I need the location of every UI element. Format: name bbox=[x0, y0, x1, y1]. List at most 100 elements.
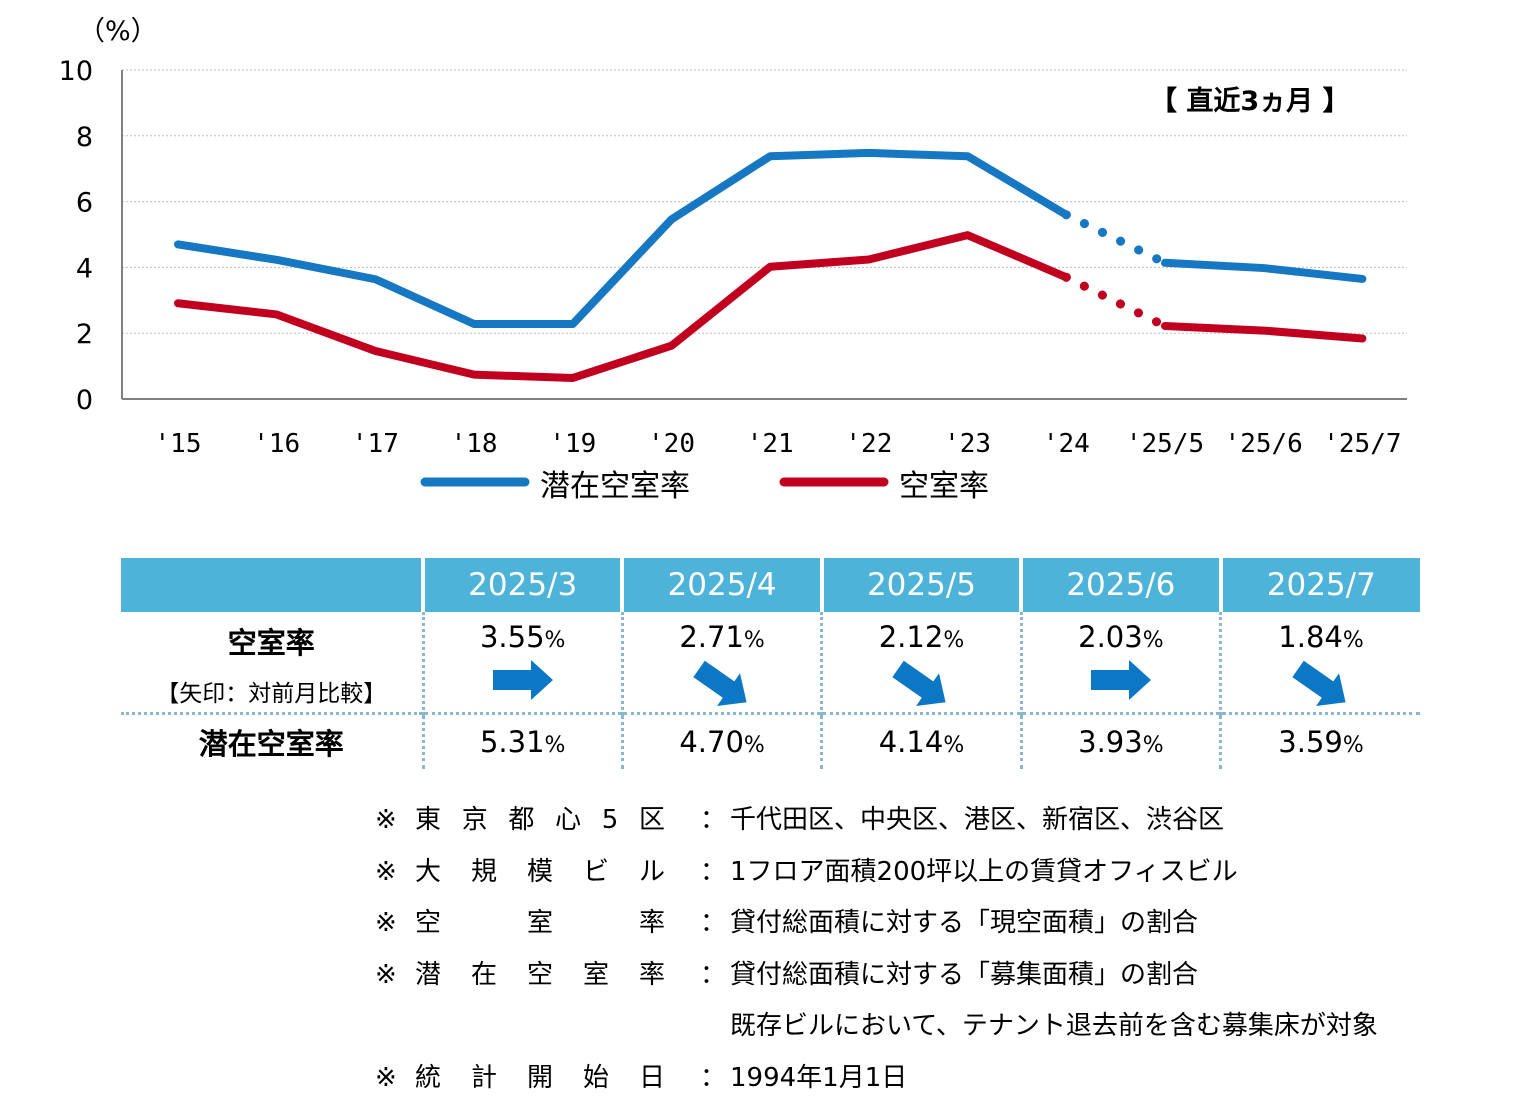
footnote-mark: ※ bbox=[375, 959, 397, 990]
vacancy-number: 2.71 bbox=[679, 620, 744, 654]
x-tick-label: '22 bbox=[845, 429, 892, 459]
x-tick-label: '18 bbox=[451, 429, 498, 459]
potential-number: 3.59 bbox=[1278, 725, 1343, 759]
x-axis-ticks: '15 '16 '17 '18 '19 '20 '21 '22 '23 '24 '25/5 '25/6… bbox=[155, 429, 1402, 459]
vacancy-value: 2.71% bbox=[679, 620, 764, 654]
potential-value: 4.70% bbox=[679, 725, 764, 759]
arrow-legend-label: 【矢印：対前月比較】 bbox=[156, 681, 387, 707]
footnote-term-char: 区 bbox=[638, 805, 665, 835]
percent-sign: % bbox=[743, 733, 765, 758]
vacancy-label: 空室率 bbox=[227, 626, 315, 660]
potential-number: 4.70 bbox=[679, 725, 744, 759]
footnote-term-char: 模 bbox=[526, 856, 553, 887]
percent-sign: % bbox=[1342, 628, 1364, 653]
potential-cell: 5.31% bbox=[421, 712, 623, 769]
footnote-term-char: 潜 bbox=[415, 959, 442, 990]
footnote-term-char: ビ bbox=[582, 856, 609, 887]
table-header-corner bbox=[121, 558, 423, 612]
footnote-term: 統計開始日 bbox=[415, 1058, 665, 1098]
series-line-annual bbox=[174, 231, 1071, 382]
legend: 潜在空室率 空室率 bbox=[420, 469, 989, 504]
row-header-potential: 潜在空室率 bbox=[121, 712, 423, 769]
footnote-term-char: 規 bbox=[470, 856, 497, 887]
vacancy-cell: 1.84% bbox=[1219, 612, 1420, 714]
vacancy-cell: 2.03% bbox=[1019, 612, 1221, 714]
y-unit-label: （%） bbox=[78, 16, 158, 47]
legend-label: 潜在空室率 bbox=[540, 469, 690, 504]
vacancy-rate-line-chart: 0 2 4 6 8 10 '15 '16 '17 '18 '19 '20 '21 '22 '23 '24 '2… bbox=[59, 16, 1407, 504]
percent-sign: % bbox=[544, 733, 566, 758]
vacancy-number: 2.03 bbox=[1078, 620, 1143, 654]
potential-value: 3.59% bbox=[1278, 725, 1363, 759]
row-header-vacancy: 空室率 【矢印：対前月比較】 bbox=[121, 612, 423, 714]
series-line-transition bbox=[1061, 210, 1170, 268]
percent-sign: % bbox=[1142, 628, 1164, 653]
footnote-mark: ※ bbox=[375, 1062, 397, 1093]
footnote-mark: ※ bbox=[375, 805, 397, 835]
x-tick-label: '25/7 bbox=[1323, 429, 1401, 459]
potential-cell: 3.93% bbox=[1019, 712, 1221, 769]
table-header-month: 2025/5 bbox=[819, 558, 1022, 612]
footnote-term-char: 在 bbox=[470, 959, 497, 990]
percent-sign: % bbox=[943, 733, 965, 758]
vacancy-cell: 2.71% bbox=[620, 612, 822, 714]
footnote-term-char: 心 bbox=[555, 805, 582, 835]
footnote-mark: ※ bbox=[375, 908, 397, 938]
potential-value: 4.14% bbox=[879, 725, 964, 759]
footnote-term-char: 空 bbox=[415, 908, 442, 938]
table-header-month: 2025/3 bbox=[420, 558, 623, 612]
footnote-description: 1フロア面積200坪以上の賃貸オフィスビル bbox=[730, 856, 1238, 887]
series-line-annual bbox=[174, 148, 1071, 328]
potential-number: 4.14 bbox=[878, 725, 944, 759]
x-tick-label: '16 bbox=[253, 429, 300, 459]
recent-months-annotation: 【 直近3ヵ月 】 bbox=[1150, 86, 1350, 117]
percent-sign: % bbox=[544, 628, 566, 653]
y-axis-ticks: 0 2 4 6 8 10 bbox=[59, 56, 93, 416]
x-tick-label: '15 bbox=[155, 429, 202, 459]
footnote-mark: ※ bbox=[375, 856, 397, 887]
potential-cell: 3.59% bbox=[1219, 712, 1420, 769]
table-row-potential: 潜在空室率 5.31% 4.70% 4.14% 3.93% 3.59% bbox=[121, 712, 1420, 769]
footnote-description: 既存ビルにおいて、テナント退去前を含む募集床が対象 bbox=[730, 1011, 1378, 1041]
footnote-colon: ： bbox=[700, 805, 727, 835]
table-header-month: 2025/4 bbox=[620, 558, 822, 612]
footnote-term: 空室率 bbox=[415, 903, 665, 943]
footnote-term-char: 室 bbox=[582, 959, 609, 990]
footnote-colon: ： bbox=[700, 959, 727, 990]
percent-sign: % bbox=[1142, 733, 1164, 758]
potential-number: 5.31 bbox=[479, 725, 545, 759]
footnote-term-char: 統 bbox=[415, 1062, 442, 1093]
y-tick-label: 0 bbox=[76, 385, 93, 416]
table-row-vacancy: 空室率 【矢印：対前月比較】 3.55% 2.71% 2.12% 2.03% 1… bbox=[121, 612, 1420, 714]
arrow-down-right-icon bbox=[823, 660, 1019, 710]
footnote-colon: ： bbox=[700, 856, 727, 887]
table-header-row: 2025/3 2025/4 2025/5 2025/6 2025/7 bbox=[121, 558, 1420, 612]
footnote-colon: ： bbox=[700, 908, 727, 938]
footnote-colon: ： bbox=[700, 1062, 727, 1093]
footnote-term-char: 大 bbox=[415, 856, 442, 887]
series-line-monthly bbox=[1161, 321, 1367, 343]
footnote-term-char: 空 bbox=[526, 959, 553, 990]
arrow-right-icon bbox=[425, 660, 621, 700]
footnote-term-char: ル bbox=[638, 856, 665, 887]
percent-sign: % bbox=[743, 628, 765, 653]
table-header-month: 2025/6 bbox=[1019, 558, 1221, 612]
vacancy-value: 1.84% bbox=[1278, 620, 1363, 654]
potential-cell: 4.70% bbox=[620, 712, 822, 769]
vacancy-value: 2.03% bbox=[1078, 620, 1163, 654]
potential-value: 5.31% bbox=[480, 725, 565, 759]
x-tick-label: '20 bbox=[648, 429, 695, 459]
y-tick-label: 8 bbox=[76, 122, 93, 153]
vacancy-cell: 2.12% bbox=[820, 612, 1022, 714]
vacancy-value: 3.55% bbox=[480, 620, 565, 654]
x-tick-label: '24 bbox=[1043, 429, 1090, 459]
potential-number: 3.93 bbox=[1078, 725, 1143, 759]
footnote-term-char: 東 bbox=[415, 805, 442, 835]
footnote-term-char: 京 bbox=[461, 805, 488, 835]
arrow-down-right-icon bbox=[1222, 660, 1420, 710]
series-lines bbox=[174, 148, 1367, 382]
footnote-term-char: 率 bbox=[638, 908, 665, 938]
table-header-month: 2025/7 bbox=[1218, 558, 1420, 612]
x-tick-label: '23 bbox=[944, 429, 991, 459]
